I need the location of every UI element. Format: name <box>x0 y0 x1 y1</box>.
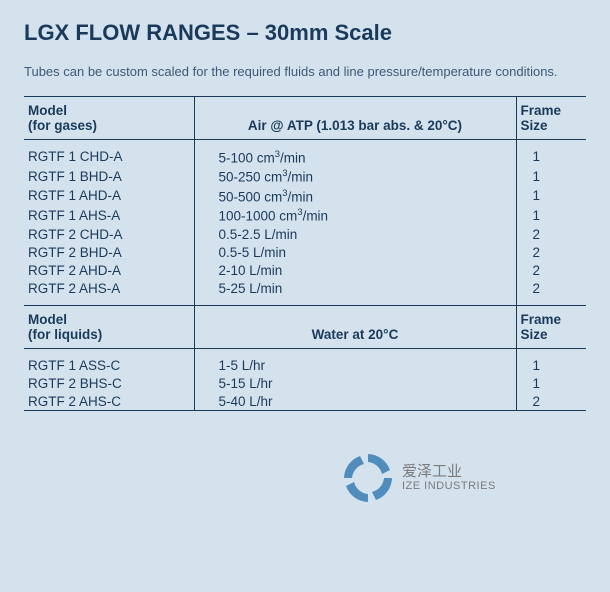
gas-row-frame: 2 <box>516 261 586 279</box>
gas-row-range: 50-500 cm3/min <box>194 186 516 206</box>
liquid-table-row: RGTF 2 AHS-C5-40 L/hr2 <box>24 392 586 411</box>
watermark-cn: 爱泽工业 <box>402 464 496 481</box>
watermark-en: IZE INDUSTRIES <box>402 480 496 492</box>
gas-row-frame: 1 <box>516 206 586 226</box>
liquid-header-model-l1: Model <box>28 312 67 327</box>
gas-header-frame-l2: Size <box>521 118 548 133</box>
gas-header-condition: Air @ ATP (1.013 bar abs. & 20°C) <box>194 96 516 139</box>
gas-row-model: RGTF 1 BHD-A <box>24 167 194 187</box>
gas-row-model: RGTF 1 AHD-A <box>24 186 194 206</box>
gas-header-model-l2: (for gases) <box>28 118 97 133</box>
watermark-logo: 爱泽工业 IZE INDUSTRIES <box>340 450 496 506</box>
watermark-ring-icon <box>340 450 396 506</box>
liquid-header-frame-l2: Size <box>521 327 548 342</box>
gas-header-model: Model (for gases) <box>24 96 194 139</box>
gas-header-frame: Frame Size <box>516 96 586 139</box>
liquid-row-model: RGTF 2 AHS-C <box>24 392 194 411</box>
gas-flow-table: Model (for gases) Air @ ATP (1.013 bar a… <box>24 96 586 412</box>
gas-header-frame-l1: Frame <box>521 103 562 118</box>
gas-table-row: RGTF 2 AHS-A5-25 L/min2 <box>24 279 586 297</box>
gas-row-range: 50-250 cm3/min <box>194 167 516 187</box>
liquid-row-range: 5-15 L/hr <box>194 374 516 392</box>
gas-row-frame: 1 <box>516 167 586 187</box>
gas-table-row: RGTF 1 BHD-A50-250 cm3/min1 <box>24 167 586 187</box>
gas-row-frame: 2 <box>516 279 586 297</box>
gas-table-row: RGTF 2 AHD-A2-10 L/min2 <box>24 261 586 279</box>
gas-row-model: RGTF 1 CHD-A <box>24 147 194 167</box>
gas-row-model: RGTF 2 AHS-A <box>24 279 194 297</box>
watermark-text: 爱泽工业 IZE INDUSTRIES <box>402 464 496 493</box>
gas-row-frame: 2 <box>516 225 586 243</box>
liquid-header-condition: Water at 20°C <box>194 305 516 348</box>
gas-row-model: RGTF 1 AHS-A <box>24 206 194 226</box>
liquid-table-row: RGTF 1 ASS-C1-5 L/hr1 <box>24 356 586 374</box>
gas-row-model: RGTF 2 BHD-A <box>24 243 194 261</box>
gas-table-header-row: Model (for gases) Air @ ATP (1.013 bar a… <box>24 96 586 139</box>
gas-header-model-l1: Model <box>28 103 67 118</box>
gas-table-row: RGTF 1 CHD-A5-100 cm3/min1 <box>24 147 586 167</box>
gas-table-row: RGTF 1 AHS-A100-1000 cm3/min1 <box>24 206 586 226</box>
gas-row-frame: 1 <box>516 147 586 167</box>
liquid-row-range: 1-5 L/hr <box>194 356 516 374</box>
gas-row-frame: 1 <box>516 186 586 206</box>
liquid-row-frame: 1 <box>516 356 586 374</box>
gas-row-range: 100-1000 cm3/min <box>194 206 516 226</box>
gas-table-row: RGTF 2 CHD-A0.5-2.5 L/min2 <box>24 225 586 243</box>
liquid-table-row: RGTF 2 BHS-C5-15 L/hr1 <box>24 374 586 392</box>
page-subtitle: Tubes can be custom scaled for the requi… <box>24 62 586 82</box>
gas-table-row: RGTF 2 BHD-A0.5-5 L/min2 <box>24 243 586 261</box>
gas-row-range: 5-25 L/min <box>194 279 516 297</box>
liquid-row-model: RGTF 2 BHS-C <box>24 374 194 392</box>
gas-row-model: RGTF 2 CHD-A <box>24 225 194 243</box>
page-title: LGX FLOW RANGES – 30mm Scale <box>24 20 586 46</box>
liquid-header-condition-text: Water at 20°C <box>312 327 399 342</box>
gas-table-row: RGTF 1 AHD-A50-500 cm3/min1 <box>24 186 586 206</box>
liquid-row-frame: 2 <box>516 392 586 411</box>
liquid-header-model: Model (for liquids) <box>24 305 194 348</box>
liquid-header-frame-l1: Frame <box>521 312 562 327</box>
liquid-header-model-l2: (for liquids) <box>28 327 102 342</box>
gas-row-frame: 2 <box>516 243 586 261</box>
gas-row-range: 0.5-2.5 L/min <box>194 225 516 243</box>
liquid-row-frame: 1 <box>516 374 586 392</box>
gas-header-condition-text: Air @ ATP (1.013 bar abs. & 20°C) <box>248 118 462 133</box>
liquid-table-header-row: Model (for liquids) Water at 20°C Frame … <box>24 305 586 348</box>
gas-row-model: RGTF 2 AHD-A <box>24 261 194 279</box>
gas-row-range: 2-10 L/min <box>194 261 516 279</box>
liquid-row-range: 5-40 L/hr <box>194 392 516 411</box>
liquid-row-model: RGTF 1 ASS-C <box>24 356 194 374</box>
gas-row-range: 5-100 cm3/min <box>194 147 516 167</box>
gas-row-range: 0.5-5 L/min <box>194 243 516 261</box>
liquid-header-frame: Frame Size <box>516 305 586 348</box>
